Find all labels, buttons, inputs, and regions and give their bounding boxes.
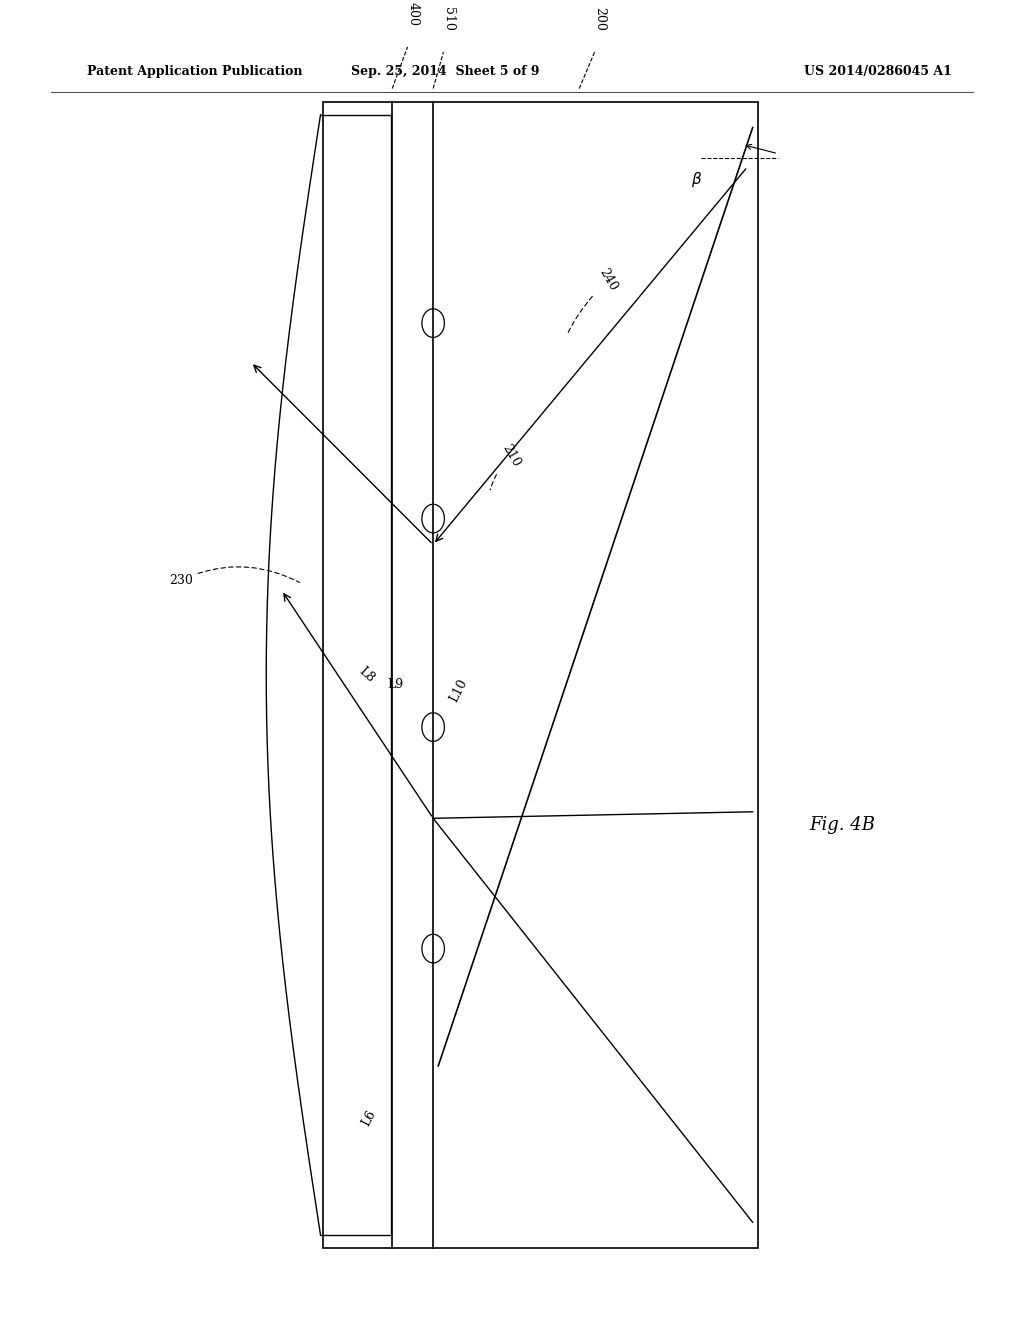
Text: 230: 230 bbox=[169, 566, 300, 587]
Text: $\beta$: $\beta$ bbox=[690, 170, 702, 189]
Text: 510: 510 bbox=[442, 8, 455, 32]
Text: Sep. 25, 2014  Sheet 5 of 9: Sep. 25, 2014 Sheet 5 of 9 bbox=[351, 65, 540, 78]
Text: 200: 200 bbox=[593, 8, 606, 32]
Bar bbox=[323, 102, 758, 1249]
Text: L10: L10 bbox=[447, 677, 470, 705]
Text: 210: 210 bbox=[490, 442, 523, 490]
Text: L9: L9 bbox=[387, 677, 403, 690]
Text: L6: L6 bbox=[359, 1107, 378, 1129]
Text: US 2014/0286045 A1: US 2014/0286045 A1 bbox=[805, 65, 952, 78]
Text: 400: 400 bbox=[407, 3, 419, 26]
Text: 240: 240 bbox=[567, 267, 621, 334]
Text: Patent Application Publication: Patent Application Publication bbox=[87, 65, 302, 78]
Text: L8: L8 bbox=[356, 665, 377, 685]
Text: Fig. 4B: Fig. 4B bbox=[809, 816, 874, 834]
